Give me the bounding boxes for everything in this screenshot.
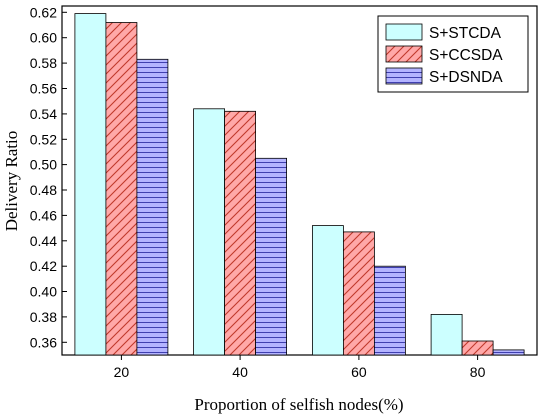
legend-label-s-ccsda: S+CCSDA <box>429 47 503 64</box>
x-tick-label: 60 <box>351 364 367 380</box>
bar-s-ccsda-60 <box>342 231 375 356</box>
legend-item: S+CCSDA <box>385 45 503 64</box>
legend-label-s-stcda: S+STCDA <box>429 25 502 42</box>
bar-s-ccsda-20 <box>105 22 138 356</box>
legend-item: S+DSNDA <box>385 67 503 86</box>
y-tick-label: 0.44 <box>30 233 57 249</box>
x-tick-label: 20 <box>114 364 130 380</box>
y-tick-label: 0.52 <box>30 131 57 147</box>
bar-s-stcda-20 <box>74 13 107 356</box>
y-axis-title: Delivery Ratio <box>2 131 21 232</box>
bar-s-stcda-60 <box>311 225 344 356</box>
legend-swatch-s-ccsda <box>385 45 423 63</box>
legend-swatch-s-stcda <box>385 23 423 41</box>
y-axis: 0.36 0.38 0.40 0.42 0.44 0.46 0.48 0.50 0.52 0.54… <box>30 4 67 350</box>
y-tick-label: 0.38 <box>30 309 57 325</box>
y-tick-label: 0.54 <box>30 106 57 122</box>
plot-frame <box>61 5 538 356</box>
legend-swatch-s-dsnda <box>385 67 423 85</box>
bar-s-stcda-80 <box>430 313 463 356</box>
x-axis: 20 40 60 80 <box>114 355 486 380</box>
x-tick-label: 40 <box>232 364 248 380</box>
bar-s-ccsda-40 <box>224 110 257 356</box>
legend: S+STCDA S+CCSDA S+DSNDA <box>377 15 529 93</box>
x-axis-title: Proportion of selfish nodes(%) <box>194 395 403 414</box>
y-tick-label: 0.62 <box>30 4 57 20</box>
bar-s-ccsda-80 <box>461 340 494 356</box>
y-tick-label: 0.48 <box>30 182 57 198</box>
bar-s-dsnda-60 <box>373 265 406 356</box>
y-tick-label: 0.56 <box>30 81 57 97</box>
plot-area <box>61 5 538 356</box>
y-tick-label: 0.42 <box>30 258 57 274</box>
bar-s-stcda-40 <box>193 108 226 356</box>
y-tick-label: 0.36 <box>30 334 57 350</box>
y-tick-label: 0.40 <box>30 284 57 300</box>
y-tick-label: 0.46 <box>30 207 57 223</box>
y-tick-label: 0.58 <box>30 55 57 71</box>
bar-s-dsnda-80 <box>492 349 525 356</box>
legend-item: S+STCDA <box>385 23 502 42</box>
legend-label-s-dsnda: S+DSNDA <box>429 69 503 86</box>
bar-s-dsnda-20 <box>136 58 169 356</box>
y-tick-label: 0.60 <box>30 30 57 46</box>
y-tick-label: 0.50 <box>30 157 57 173</box>
bar-s-dsnda-40 <box>255 157 288 356</box>
x-tick-label: 80 <box>470 364 486 380</box>
